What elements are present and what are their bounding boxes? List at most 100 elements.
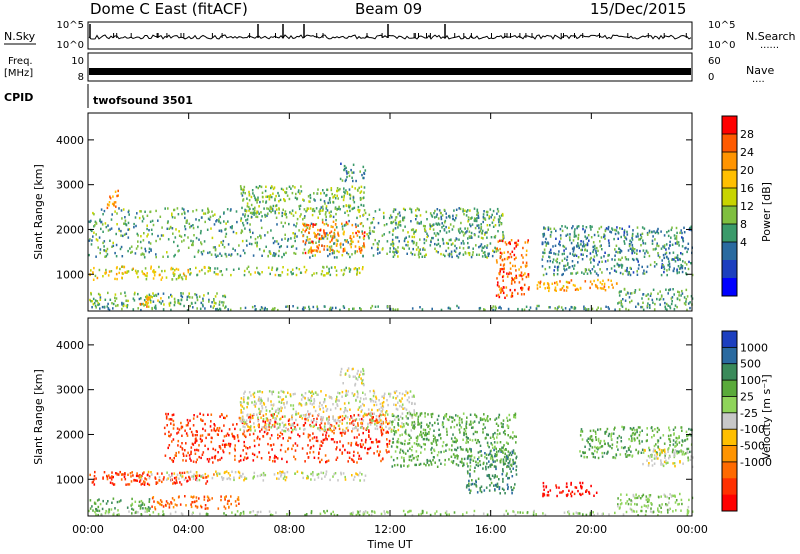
echo-cell <box>503 257 506 261</box>
echo-cell <box>329 478 331 482</box>
echo-cell <box>360 203 362 207</box>
echo-cell <box>222 239 225 243</box>
echo-cell <box>284 210 287 213</box>
echo-cell <box>166 471 168 474</box>
echo-cell <box>155 255 157 259</box>
echo-cell <box>488 215 491 218</box>
echo-cell <box>153 271 155 274</box>
echo-cell <box>437 217 440 220</box>
echo-cell <box>656 230 658 233</box>
echo-cell <box>554 286 557 289</box>
echo-cell <box>158 265 160 269</box>
echo-cell <box>249 413 252 416</box>
echo-cell <box>591 268 594 271</box>
echo-cell <box>311 421 314 424</box>
echo-cell <box>227 243 230 246</box>
echo-cell <box>283 252 285 256</box>
echo-cell <box>417 208 420 211</box>
echo-cell <box>678 298 681 302</box>
colorbar-tick-label: 16 <box>740 182 754 195</box>
echo-cell <box>231 434 234 438</box>
echo-cell <box>355 225 357 229</box>
echo-cell <box>322 416 324 419</box>
echo-cell <box>559 243 561 247</box>
echo-cell <box>308 398 311 402</box>
echo-cell <box>402 451 405 454</box>
echo-cell <box>480 236 483 240</box>
echo-cell <box>411 307 414 310</box>
echo-cell <box>329 273 332 277</box>
echo-cell <box>196 506 199 509</box>
echo-cell <box>147 470 150 474</box>
echo-cell <box>650 292 652 295</box>
echo-cell <box>225 514 227 517</box>
echo-cell <box>343 306 346 309</box>
echo-cell <box>539 282 541 285</box>
echo-cell <box>453 418 456 422</box>
echo-cell <box>662 264 664 267</box>
echo-cell <box>186 298 188 301</box>
echo-cell <box>134 500 137 503</box>
echo-cell <box>629 292 632 295</box>
echo-cell <box>594 247 596 250</box>
echo-cell <box>417 415 420 418</box>
echo-cell <box>230 502 232 506</box>
echo-cell <box>359 215 361 218</box>
echo-cell <box>395 397 397 400</box>
echo-cell <box>385 223 388 226</box>
echo-cell <box>372 416 374 419</box>
echo-cell <box>258 212 260 215</box>
echo-cell <box>364 510 367 513</box>
echo-cell <box>315 249 318 252</box>
echo-cell <box>411 415 413 418</box>
echo-cell <box>522 256 524 259</box>
echo-cell <box>448 448 451 451</box>
echo-cell <box>352 367 354 371</box>
echo-cell <box>348 174 351 178</box>
echo-cell <box>88 239 91 242</box>
echo-cell <box>302 432 305 435</box>
nsky-right-tick-bottom: 10^0 <box>708 40 735 51</box>
echo-cell <box>592 511 594 514</box>
echo-cell <box>147 506 150 509</box>
echo-cell <box>362 419 365 422</box>
echo-cell <box>265 195 267 198</box>
echo-cell <box>386 413 389 416</box>
echo-cell <box>196 474 199 477</box>
echo-cell <box>330 428 332 432</box>
echo-cell <box>133 293 136 296</box>
echo-cell <box>420 222 422 225</box>
echo-cell <box>377 243 380 246</box>
echo-cell <box>472 247 474 250</box>
echo-cell <box>338 392 341 395</box>
echo-cell <box>481 249 483 252</box>
echo-cell <box>287 429 290 432</box>
echo-cell <box>333 231 335 235</box>
echo-cell <box>469 224 472 228</box>
echo-cell <box>201 439 203 442</box>
echo-cell <box>430 448 432 451</box>
echo-cell <box>96 509 99 512</box>
echo-cell <box>336 395 338 399</box>
echo-cell <box>596 254 598 257</box>
echo-cell <box>591 225 593 228</box>
echo-cell <box>236 253 239 256</box>
echo-cell <box>689 306 691 310</box>
echo-cell <box>352 454 355 457</box>
echo-cell <box>119 470 121 474</box>
echo-cell <box>676 305 678 309</box>
echo-cell <box>165 276 168 279</box>
echo-cell <box>610 231 613 234</box>
freq-band <box>89 68 691 75</box>
echo-cell <box>575 272 577 275</box>
echo-cell <box>202 427 204 431</box>
echo-cell <box>242 449 244 452</box>
echo-cell <box>227 308 229 311</box>
echo-cell <box>624 256 627 259</box>
echo-cell <box>312 249 314 252</box>
echo-cell <box>240 192 243 195</box>
echo-cell <box>360 251 362 254</box>
echo-cell <box>576 271 579 274</box>
echo-cell <box>345 204 348 208</box>
echo-cell <box>414 253 416 256</box>
